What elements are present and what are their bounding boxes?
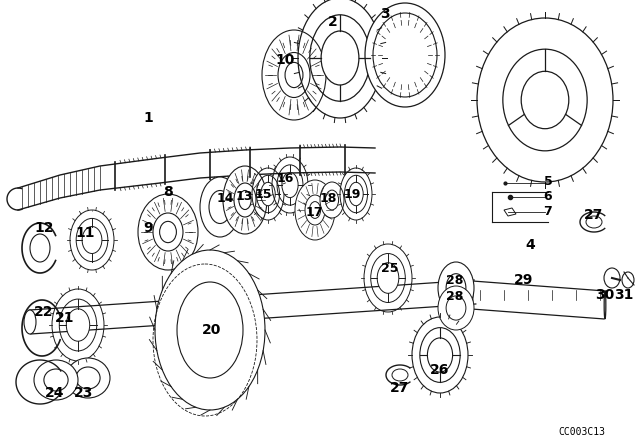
Text: 18: 18 (319, 191, 337, 204)
Text: 22: 22 (35, 305, 54, 319)
Ellipse shape (261, 182, 275, 206)
Ellipse shape (82, 227, 102, 254)
Text: 10: 10 (275, 53, 294, 67)
Text: 29: 29 (515, 273, 534, 287)
Text: 26: 26 (430, 363, 450, 377)
Ellipse shape (34, 360, 78, 400)
Ellipse shape (622, 272, 634, 288)
Text: 12: 12 (35, 221, 54, 235)
Ellipse shape (604, 268, 620, 288)
Text: 15: 15 (254, 188, 272, 201)
Text: 27: 27 (390, 381, 410, 395)
Text: 4: 4 (525, 238, 535, 252)
Ellipse shape (438, 286, 474, 330)
Text: 16: 16 (276, 172, 294, 185)
Ellipse shape (295, 180, 335, 240)
Ellipse shape (604, 291, 606, 319)
Text: 23: 23 (74, 386, 93, 400)
Text: 21: 21 (55, 311, 75, 325)
Text: 20: 20 (202, 323, 221, 337)
Text: 28: 28 (446, 289, 464, 302)
Ellipse shape (471, 281, 473, 309)
Text: CC003C13: CC003C13 (559, 427, 605, 437)
Text: 8: 8 (163, 185, 173, 199)
Ellipse shape (477, 18, 613, 182)
Text: 6: 6 (544, 190, 552, 202)
Ellipse shape (138, 194, 198, 270)
Text: 3: 3 (380, 7, 390, 21)
Text: 28: 28 (446, 273, 464, 287)
Ellipse shape (438, 262, 474, 314)
Text: 24: 24 (45, 386, 65, 400)
Ellipse shape (321, 31, 359, 85)
Text: 31: 31 (614, 288, 634, 302)
Ellipse shape (365, 3, 445, 107)
Text: 14: 14 (216, 191, 234, 204)
Text: 7: 7 (543, 204, 552, 217)
Text: 9: 9 (143, 221, 153, 235)
Text: 1: 1 (143, 111, 153, 125)
Text: 17: 17 (305, 206, 323, 219)
Ellipse shape (155, 250, 265, 410)
Text: 27: 27 (584, 208, 604, 222)
Ellipse shape (200, 177, 240, 237)
Text: 13: 13 (236, 190, 253, 202)
Ellipse shape (521, 71, 569, 129)
Ellipse shape (377, 263, 399, 293)
Ellipse shape (66, 358, 110, 398)
Ellipse shape (282, 172, 298, 198)
Ellipse shape (320, 182, 344, 218)
Text: 19: 19 (343, 188, 361, 201)
Ellipse shape (223, 166, 267, 234)
Ellipse shape (262, 30, 326, 120)
Ellipse shape (67, 309, 90, 341)
Text: 25: 25 (381, 262, 399, 275)
Text: 5: 5 (543, 175, 552, 188)
Ellipse shape (428, 338, 452, 372)
Text: 2: 2 (328, 15, 338, 29)
Ellipse shape (24, 310, 36, 334)
Ellipse shape (349, 182, 364, 206)
Text: 11: 11 (76, 226, 95, 240)
Text: 30: 30 (595, 288, 614, 302)
